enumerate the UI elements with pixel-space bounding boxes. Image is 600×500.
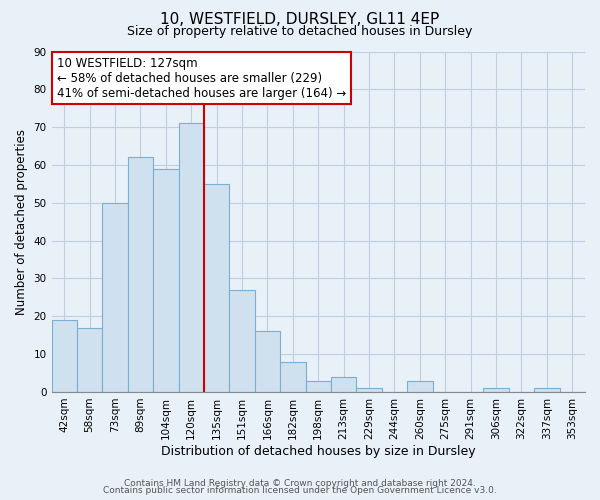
Bar: [356, 388, 382, 392]
Text: Contains public sector information licensed under the Open Government Licence v3: Contains public sector information licen…: [103, 486, 497, 495]
Bar: [255, 332, 280, 392]
Bar: [153, 169, 179, 392]
Bar: [179, 124, 204, 392]
Bar: [331, 377, 356, 392]
Bar: [229, 290, 255, 392]
Bar: [305, 380, 331, 392]
Text: 10, WESTFIELD, DURSLEY, GL11 4EP: 10, WESTFIELD, DURSLEY, GL11 4EP: [160, 12, 440, 28]
Text: Size of property relative to detached houses in Dursley: Size of property relative to detached ho…: [127, 25, 473, 38]
Text: Contains HM Land Registry data © Crown copyright and database right 2024.: Contains HM Land Registry data © Crown c…: [124, 478, 476, 488]
X-axis label: Distribution of detached houses by size in Dursley: Distribution of detached houses by size …: [161, 444, 476, 458]
Bar: [52, 320, 77, 392]
Y-axis label: Number of detached properties: Number of detached properties: [15, 128, 28, 314]
Bar: [128, 158, 153, 392]
Bar: [534, 388, 560, 392]
Bar: [280, 362, 305, 392]
Bar: [103, 203, 128, 392]
Bar: [484, 388, 509, 392]
Text: 10 WESTFIELD: 127sqm
← 58% of detached houses are smaller (229)
41% of semi-deta: 10 WESTFIELD: 127sqm ← 58% of detached h…: [57, 56, 346, 100]
Bar: [204, 184, 229, 392]
Bar: [77, 328, 103, 392]
Bar: [407, 380, 433, 392]
